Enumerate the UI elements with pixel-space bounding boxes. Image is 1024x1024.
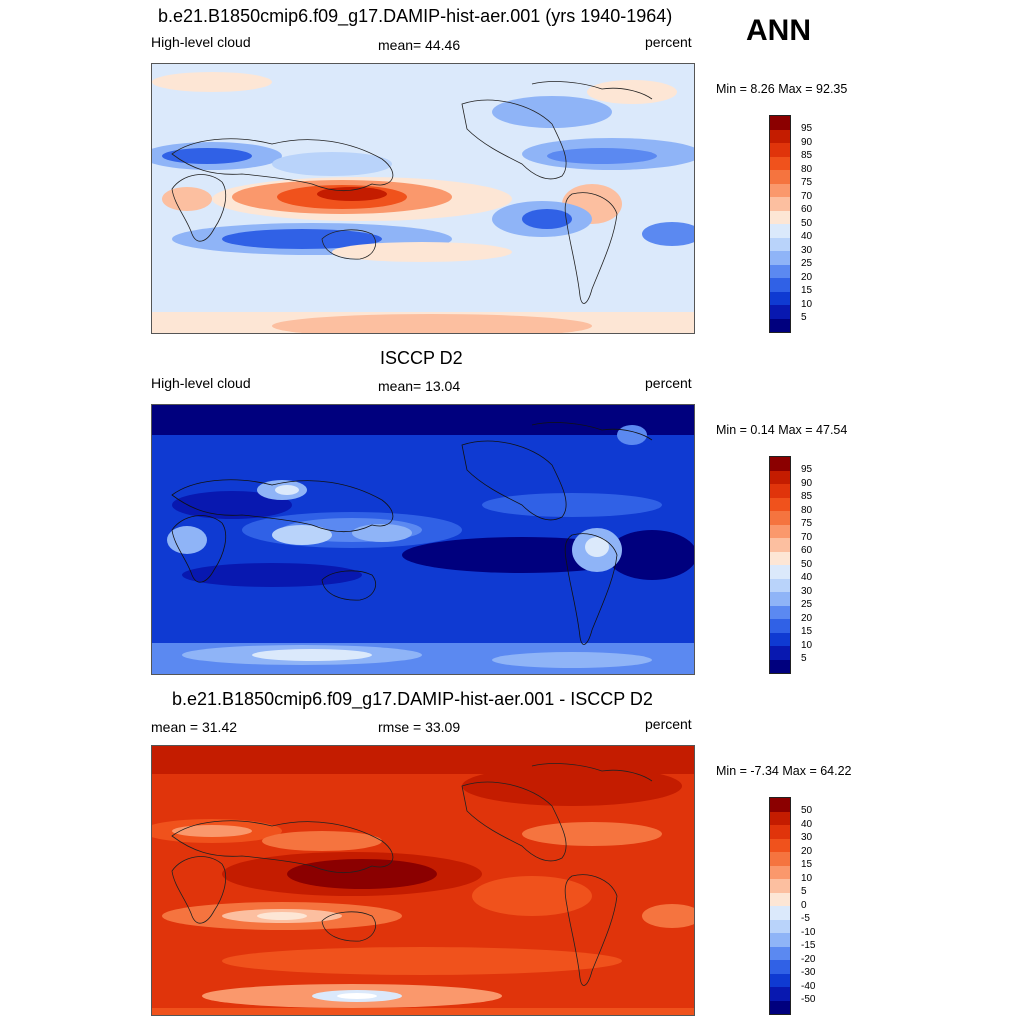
panel3-minmax: Min = -7.34 Max = 64.22 bbox=[716, 764, 852, 778]
colorbar-tick: -40 bbox=[801, 980, 816, 992]
colorbar-tick: 90 bbox=[801, 136, 813, 148]
panel3-map bbox=[151, 745, 695, 1016]
panel1-variable-label: High-level cloud bbox=[151, 34, 251, 50]
colorbar-tick: 85 bbox=[801, 491, 813, 502]
colorbar-tick: 5 bbox=[801, 653, 807, 664]
colorbar-tick: 95 bbox=[801, 464, 813, 475]
colorbar-tick: 40 bbox=[801, 572, 813, 583]
colorbar-tick: 15 bbox=[801, 285, 813, 296]
colorbar-tick: 60 bbox=[801, 204, 813, 215]
colorbar-tick: 30 bbox=[801, 244, 813, 256]
panel2-units-label: percent bbox=[645, 375, 692, 391]
panel1-colorbar-ticks: 95 90 85 80 75 70 60 50 40 30 25 20 15 1… bbox=[801, 122, 812, 325]
colorbar-tick: 20 bbox=[801, 271, 813, 283]
colorbar-tick: 50 bbox=[801, 558, 813, 570]
colorbar-tick: 70 bbox=[801, 190, 813, 202]
colorbar-tick: 25 bbox=[801, 599, 813, 610]
colorbar-tick: -30 bbox=[801, 967, 816, 978]
panel1-colorbar bbox=[769, 115, 791, 333]
colorbar-tick: 30 bbox=[801, 585, 813, 597]
colorbar-tick: 15 bbox=[801, 859, 813, 870]
panel3-colorbar-ticks: 50 40 30 20 15 10 5 0 -5 -10 -15 -20 -30… bbox=[801, 804, 815, 1007]
colorbar-tick: -15 bbox=[801, 940, 816, 951]
colorbar-tick: 0 bbox=[801, 899, 807, 911]
colorbar-tick: 95 bbox=[801, 123, 813, 134]
panel2-title: ISCCP D2 bbox=[380, 348, 463, 368]
panel2-minmax: Min = 0.14 Max = 47.54 bbox=[716, 423, 848, 437]
colorbar-tick: 30 bbox=[801, 832, 813, 843]
panel1-units-label: percent bbox=[645, 34, 692, 50]
colorbar-tick: 60 bbox=[801, 545, 813, 556]
panel2-colorbar-ticks: 95 90 85 80 75 70 60 50 40 30 25 20 15 1… bbox=[801, 463, 812, 666]
colorbar-tick: 40 bbox=[801, 231, 813, 242]
colorbar-tick: 20 bbox=[801, 845, 813, 857]
colorbar-tick: -50 bbox=[801, 994, 816, 1005]
colorbar-tick: 75 bbox=[801, 518, 813, 529]
panel3-colorbar bbox=[769, 797, 791, 1015]
colorbar-tick: 50 bbox=[801, 217, 813, 229]
panel3-units-label: percent bbox=[645, 716, 692, 732]
colorbar-tick: 90 bbox=[801, 477, 813, 489]
colorbar-tick: 5 bbox=[801, 886, 807, 897]
panel2-colorbar bbox=[769, 456, 791, 674]
colorbar-tick: 10 bbox=[801, 872, 813, 884]
colorbar-tick: 75 bbox=[801, 177, 813, 188]
colorbar-tick: 85 bbox=[801, 150, 813, 161]
panel2-variable-label: High-level cloud bbox=[151, 375, 251, 391]
colorbar-tick: 5 bbox=[801, 312, 807, 323]
panel1-mean-label: mean= 44.46 bbox=[378, 37, 461, 53]
colorbar-tick: -10 bbox=[801, 926, 816, 938]
colorbar-tick: 15 bbox=[801, 626, 813, 637]
panel3-mean-label: mean = 31.42 bbox=[151, 719, 238, 735]
panel3-rmse-label: rmse = 33.09 bbox=[378, 719, 461, 735]
colorbar-tick: 40 bbox=[801, 818, 813, 830]
panel1-minmax: Min = 8.26 Max = 92.35 bbox=[716, 82, 848, 96]
colorbar-tick: 25 bbox=[801, 258, 813, 269]
colorbar-tick: 10 bbox=[801, 298, 813, 310]
colorbar-tick: -5 bbox=[801, 913, 810, 924]
colorbar-tick: 70 bbox=[801, 531, 813, 543]
panel2-map bbox=[151, 404, 695, 675]
colorbar-tick: 80 bbox=[801, 163, 813, 175]
panel1-map bbox=[151, 63, 695, 334]
colorbar-tick: 20 bbox=[801, 612, 813, 624]
panel1-title: b.e21.B1850cmip6.f09_g17.DAMIP-hist-aer.… bbox=[158, 6, 673, 26]
season-label: ANN bbox=[746, 14, 811, 47]
panel2-mean-label: mean= 13.04 bbox=[378, 378, 461, 394]
colorbar-tick: 50 bbox=[801, 805, 813, 816]
panel3-title: b.e21.B1850cmip6.f09_g17.DAMIP-hist-aer.… bbox=[172, 689, 653, 709]
colorbar-tick: 80 bbox=[801, 504, 813, 516]
colorbar-tick: 10 bbox=[801, 639, 813, 651]
colorbar-tick: -20 bbox=[801, 953, 816, 965]
